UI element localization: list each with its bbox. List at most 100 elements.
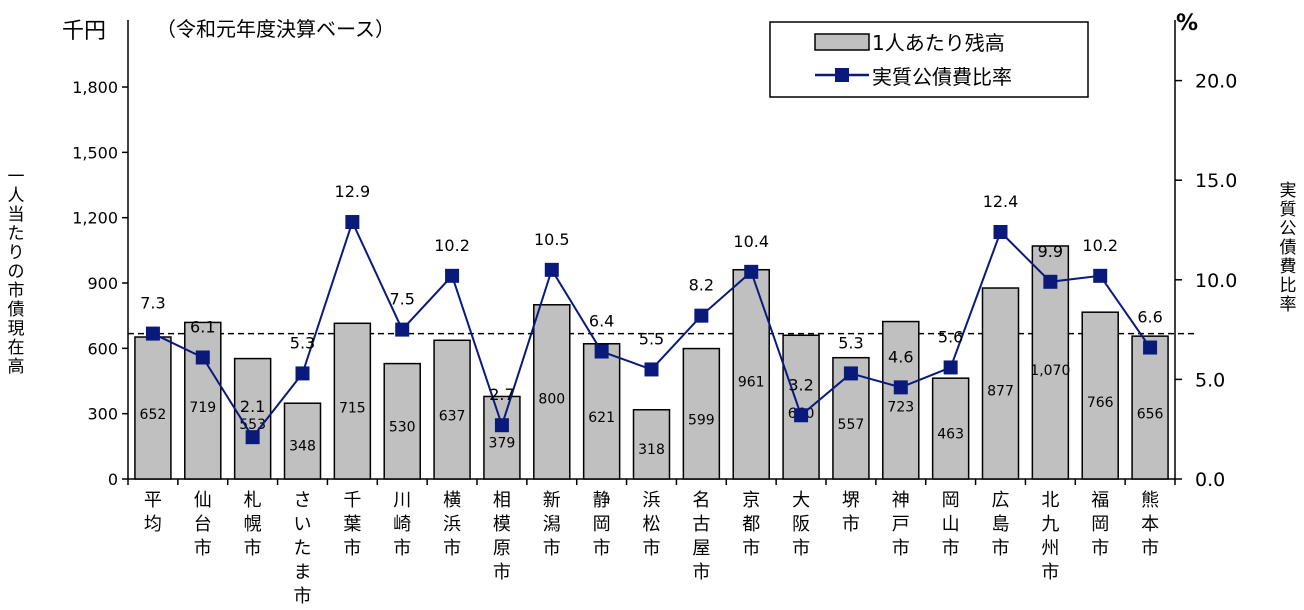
y-axis-title: 一人当たりの市債現在高: [8, 167, 25, 377]
legend-line-marker: [835, 68, 849, 82]
line-point: [1043, 274, 1058, 289]
category-label: 札幌市: [244, 490, 262, 559]
line-point: [345, 215, 360, 230]
y2-tick-label: 5.0: [1195, 369, 1225, 391]
y2-axis-ticks: 0.0 5.0 10.0 15.0 20.0: [1175, 71, 1237, 491]
x-axis-ticks: [127, 479, 1176, 485]
line-point: [245, 430, 260, 445]
line-value-label: 6.4: [589, 312, 614, 331]
line-value-label: 2.7: [489, 385, 514, 404]
bar-value-label: 656: [1137, 406, 1164, 422]
bar-value-label: 637: [439, 408, 466, 424]
line-value-label: 9.9: [1038, 242, 1063, 261]
line-value-label: 3.2: [788, 375, 813, 394]
bar: [134, 336, 172, 480]
category-label: 京都市: [742, 490, 760, 559]
bar-value-label: 800: [538, 391, 565, 407]
line-point: [694, 308, 709, 323]
line-point: [195, 350, 210, 365]
category-label: 川崎市: [393, 490, 411, 559]
right-unit-label: %: [1176, 11, 1198, 36]
chart-title: （令和元年度決算ベース）: [156, 17, 395, 41]
category-label: 平均: [144, 490, 162, 535]
bar-value-label: 719: [189, 400, 216, 416]
line-value-label: 10.4: [733, 232, 769, 251]
line-point: [594, 344, 609, 359]
line-value-label: 7.3: [140, 294, 165, 313]
line-point: [993, 224, 1008, 239]
bar: [1081, 311, 1119, 480]
category-label: 仙台市: [194, 490, 212, 559]
bar-value-label: 723: [887, 399, 914, 415]
line-value-label: 10.2: [434, 236, 470, 255]
category-label: 広島市: [992, 490, 1010, 559]
bar: [184, 321, 222, 480]
y-tick-label: 900: [87, 274, 118, 293]
line-value-label: 5.5: [639, 329, 664, 348]
y2-tick-label: 15.0: [1195, 170, 1237, 192]
y-tick-label: 600: [87, 339, 118, 358]
bar-value-label: 652: [140, 407, 167, 423]
category-labels: 平均 仙台市 札幌市 さいたま市 千葉市 川崎市 横浜市 相模原市 新潟市 静岡市 浜松市 名古屋市 京…: [144, 490, 1159, 607]
bar: [533, 304, 571, 480]
bar-value-label: 599: [688, 412, 715, 428]
line-series: 7.3 6.1 2.1 5.3 12.9 7.5 10.2 2.7 10.5 6.4 5.5 8.2 1…: [140, 182, 1163, 445]
line-value-label: 8.2: [689, 276, 714, 295]
category-label: 浜松市: [643, 490, 661, 559]
category-label: 神戸市: [892, 490, 910, 559]
ylabel-group-text: 一人当たりの市債現在高: [8, 167, 25, 377]
legend-bar-swatch: [814, 33, 870, 51]
line-point: [893, 380, 908, 395]
bar: [782, 334, 820, 480]
category-label: 静岡市: [593, 490, 611, 559]
bar: [333, 322, 372, 480]
line-value-label: 5.3: [838, 333, 863, 352]
line-value-label: 5.6: [938, 327, 963, 346]
line-value-label: 10.2: [1082, 236, 1118, 255]
bar-value-label: 961: [738, 375, 765, 391]
category-label: 相模原市: [493, 490, 511, 583]
category-label: 千葉市: [343, 490, 361, 559]
y2-tick-label: 0.0: [1195, 469, 1225, 491]
bar-value-label: 1,070: [1030, 363, 1070, 379]
category-label: 堺市: [842, 490, 860, 535]
y-tick-label: 1,500: [72, 143, 118, 162]
bar: [931, 377, 970, 480]
line-point: [544, 262, 559, 277]
bar-value-label: 715: [339, 400, 366, 416]
bar-value-label: 766: [1087, 395, 1114, 411]
line-point: [843, 366, 858, 381]
line-point: [794, 408, 809, 423]
line-point: [145, 326, 160, 341]
line-point: [445, 268, 460, 283]
y-tick-label: 1,800: [72, 78, 118, 97]
line-point: [644, 362, 659, 377]
category-label: 新潟市: [543, 490, 561, 559]
legend: 1人あたり残高 実質公債費比率: [769, 21, 1089, 98]
bar-value-label: 348: [289, 439, 316, 455]
bar-value-label: 463: [937, 427, 964, 443]
line-point: [1143, 340, 1158, 355]
line-point: [295, 366, 310, 381]
y2-axis-title: 実質公債費比率: [1280, 181, 1297, 315]
y-tick-label: 1,200: [72, 209, 118, 228]
line-value-label: 4.6: [888, 347, 913, 366]
bar: [433, 339, 471, 480]
line-point: [744, 264, 759, 279]
y2label-group-text: 実質公債費比率: [1280, 181, 1297, 315]
bar-value-label: 379: [489, 435, 516, 451]
bar: [283, 402, 322, 480]
category-label: 岡山市: [942, 490, 960, 559]
y-axis-ticks: 0 300 600 900 1,200 1,500 1,800: [72, 78, 128, 489]
bar: [882, 320, 920, 480]
y2-tick-label: 10.0: [1195, 270, 1237, 292]
bar: [632, 409, 671, 480]
line-value-label: 12.9: [335, 182, 371, 201]
category-label: さいたま市: [294, 490, 312, 607]
category-label: 名古屋市: [692, 490, 710, 583]
line-value-label: 5.3: [290, 333, 315, 352]
bar-series: 6527195533487155306373798006213185999616…: [134, 245, 1169, 480]
bar: [981, 287, 1020, 480]
bar: [383, 362, 421, 480]
